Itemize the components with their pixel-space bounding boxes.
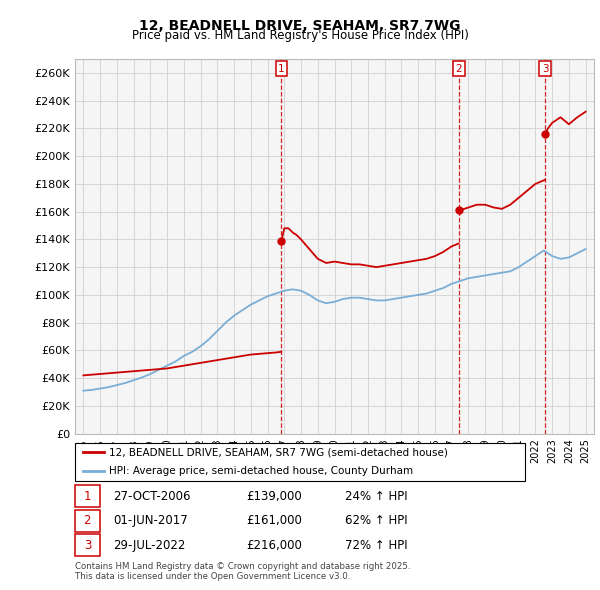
Text: 24% ↑ HPI: 24% ↑ HPI xyxy=(345,490,407,503)
Text: £139,000: £139,000 xyxy=(246,490,302,503)
Text: Contains HM Land Registry data © Crown copyright and database right 2025.
This d: Contains HM Land Registry data © Crown c… xyxy=(75,562,410,581)
Text: HPI: Average price, semi-detached house, County Durham: HPI: Average price, semi-detached house,… xyxy=(109,466,413,476)
Text: Price paid vs. HM Land Registry's House Price Index (HPI): Price paid vs. HM Land Registry's House … xyxy=(131,30,469,42)
Text: 12, BEADNELL DRIVE, SEAHAM, SR7 7WG: 12, BEADNELL DRIVE, SEAHAM, SR7 7WG xyxy=(139,19,461,33)
Text: 2: 2 xyxy=(455,64,462,74)
Text: 29-JUL-2022: 29-JUL-2022 xyxy=(113,539,185,552)
Text: 3: 3 xyxy=(542,64,548,74)
Text: 72% ↑ HPI: 72% ↑ HPI xyxy=(345,539,407,552)
FancyBboxPatch shape xyxy=(75,534,100,556)
Text: 3: 3 xyxy=(83,539,91,552)
Text: 27-OCT-2006: 27-OCT-2006 xyxy=(113,490,191,503)
Text: 12, BEADNELL DRIVE, SEAHAM, SR7 7WG (semi-detached house): 12, BEADNELL DRIVE, SEAHAM, SR7 7WG (sem… xyxy=(109,447,448,457)
Text: £216,000: £216,000 xyxy=(246,539,302,552)
FancyBboxPatch shape xyxy=(75,442,525,481)
Text: 1: 1 xyxy=(83,490,91,503)
FancyBboxPatch shape xyxy=(75,485,100,507)
Text: 62% ↑ HPI: 62% ↑ HPI xyxy=(345,514,407,527)
Text: £161,000: £161,000 xyxy=(246,514,302,527)
Text: 2: 2 xyxy=(83,514,91,527)
Text: 1: 1 xyxy=(278,64,285,74)
Text: 01-JUN-2017: 01-JUN-2017 xyxy=(113,514,188,527)
FancyBboxPatch shape xyxy=(75,510,100,532)
